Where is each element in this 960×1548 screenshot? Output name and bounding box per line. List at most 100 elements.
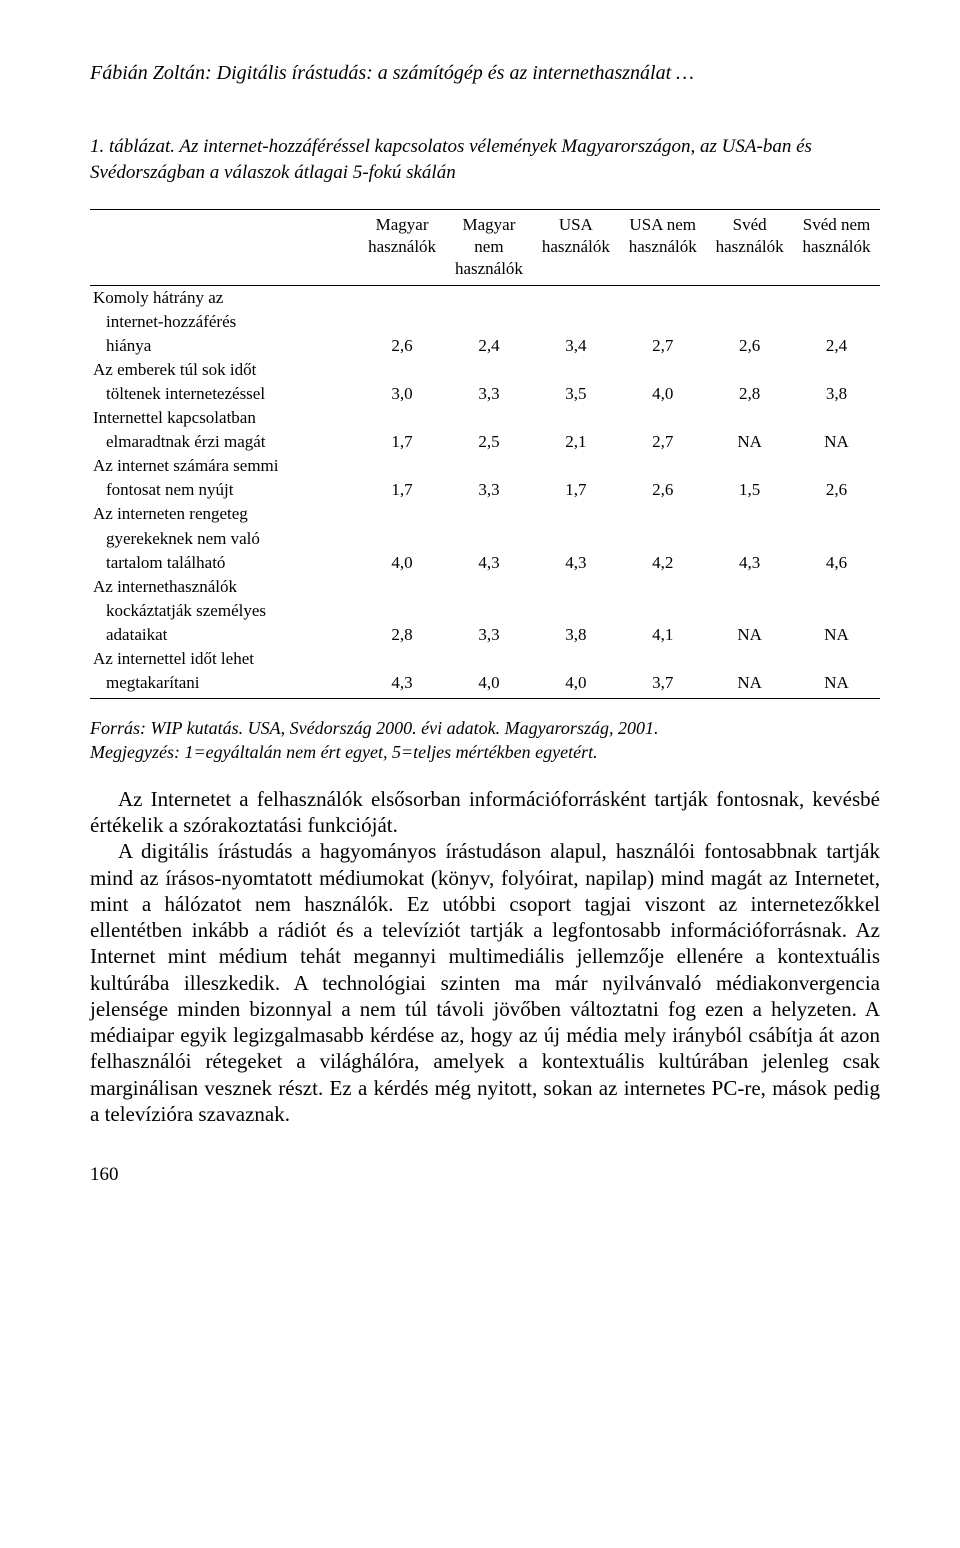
cell xyxy=(706,502,793,526)
cell xyxy=(532,575,619,599)
col-header: Svéd használók xyxy=(706,210,793,285)
cell: 4,1 xyxy=(619,623,706,647)
cell: 2,5 xyxy=(446,430,533,454)
row-label-line: hiánya xyxy=(90,334,359,358)
table-row: Internettel kapcsolatban xyxy=(90,406,880,430)
cell xyxy=(359,647,446,671)
cell: NA xyxy=(793,623,880,647)
cell xyxy=(793,575,880,599)
cell: 3,4 xyxy=(532,334,619,358)
row-label-line: Az internettel időt lehet xyxy=(90,647,359,671)
table-row: Az internet számára semmi xyxy=(90,454,880,478)
table-body: Komoly hátrány azinternet-hozzáféréshián… xyxy=(90,285,880,699)
row-label-line: megtakarítani xyxy=(90,671,359,699)
cell xyxy=(532,406,619,430)
cell xyxy=(446,285,533,310)
cell: 1,5 xyxy=(706,478,793,502)
cell xyxy=(532,454,619,478)
table-row: Az emberek túl sok időt xyxy=(90,358,880,382)
col-header-empty xyxy=(90,210,359,285)
cell xyxy=(532,502,619,526)
table-row: elmaradtnak érzi magát1,72,52,12,7NANA xyxy=(90,430,880,454)
cell xyxy=(619,575,706,599)
cell xyxy=(793,285,880,310)
cell: 4,3 xyxy=(359,671,446,699)
cell xyxy=(619,454,706,478)
cell xyxy=(793,647,880,671)
cell xyxy=(446,647,533,671)
cell xyxy=(446,310,533,334)
cell xyxy=(359,502,446,526)
cell xyxy=(793,502,880,526)
table-row: gyerekeknek nem való xyxy=(90,527,880,551)
cell: 3,8 xyxy=(793,382,880,406)
table-row: adataikat2,83,33,84,1NANA xyxy=(90,623,880,647)
cell xyxy=(619,285,706,310)
table-number: 1. táblázat. xyxy=(90,136,175,157)
cell xyxy=(706,599,793,623)
cell xyxy=(706,310,793,334)
row-label-line: Internettel kapcsolatban xyxy=(90,406,359,430)
table-row: kockáztatják személyes xyxy=(90,599,880,623)
col-header: Magyar nem használók xyxy=(446,210,533,285)
cell xyxy=(532,310,619,334)
cell: NA xyxy=(706,671,793,699)
cell: 4,3 xyxy=(706,551,793,575)
cell: NA xyxy=(706,623,793,647)
cell: 2,1 xyxy=(532,430,619,454)
cell: 2,8 xyxy=(359,623,446,647)
cell: 4,2 xyxy=(619,551,706,575)
cell xyxy=(446,575,533,599)
cell xyxy=(446,358,533,382)
opinion-table: Magyar használók Magyar nem használók US… xyxy=(90,209,880,699)
cell xyxy=(706,454,793,478)
cell xyxy=(619,406,706,430)
cell: 4,0 xyxy=(619,382,706,406)
cell xyxy=(793,310,880,334)
body-text: Az Internetet a felhasználók elsősorban … xyxy=(90,786,880,1127)
cell xyxy=(619,310,706,334)
cell xyxy=(359,285,446,310)
cell: 4,6 xyxy=(793,551,880,575)
cell xyxy=(532,358,619,382)
cell: NA xyxy=(793,430,880,454)
cell: 4,0 xyxy=(446,671,533,699)
cell: 1,7 xyxy=(359,430,446,454)
cell xyxy=(619,358,706,382)
cell xyxy=(619,527,706,551)
row-label-line: Az interneten rengeteg xyxy=(90,502,359,526)
row-label-line: internet-hozzáférés xyxy=(90,310,359,334)
cell xyxy=(446,527,533,551)
col-header: USA nem használók xyxy=(619,210,706,285)
cell: 2,6 xyxy=(793,478,880,502)
source-note: Megjegyzés: 1=egyáltalán nem ért egyet, … xyxy=(90,741,880,764)
cell xyxy=(532,527,619,551)
cell xyxy=(359,406,446,430)
table-header-row: Magyar használók Magyar nem használók US… xyxy=(90,210,880,285)
cell: 4,3 xyxy=(532,551,619,575)
cell: 4,3 xyxy=(446,551,533,575)
cell: 1,7 xyxy=(532,478,619,502)
paragraph: A digitális írástudás a hagyományos írás… xyxy=(90,838,880,1127)
cell xyxy=(706,358,793,382)
cell xyxy=(793,358,880,382)
cell xyxy=(359,575,446,599)
row-label-line: Komoly hátrány az xyxy=(90,285,359,310)
cell: 3,3 xyxy=(446,382,533,406)
table-row: töltenek internetezéssel3,03,33,54,02,83… xyxy=(90,382,880,406)
cell: 3,3 xyxy=(446,478,533,502)
cell: 2,7 xyxy=(619,334,706,358)
cell xyxy=(446,502,533,526)
row-label-line: Az emberek túl sok időt xyxy=(90,358,359,382)
cell xyxy=(532,285,619,310)
cell: 2,8 xyxy=(706,382,793,406)
cell xyxy=(793,527,880,551)
cell: 3,7 xyxy=(619,671,706,699)
cell xyxy=(446,599,533,623)
col-header: Svéd nem használók xyxy=(793,210,880,285)
row-label-line: fontosat nem nyújt xyxy=(90,478,359,502)
row-label-line: tartalom található xyxy=(90,551,359,575)
cell: NA xyxy=(793,671,880,699)
cell xyxy=(532,647,619,671)
cell: 2,6 xyxy=(359,334,446,358)
